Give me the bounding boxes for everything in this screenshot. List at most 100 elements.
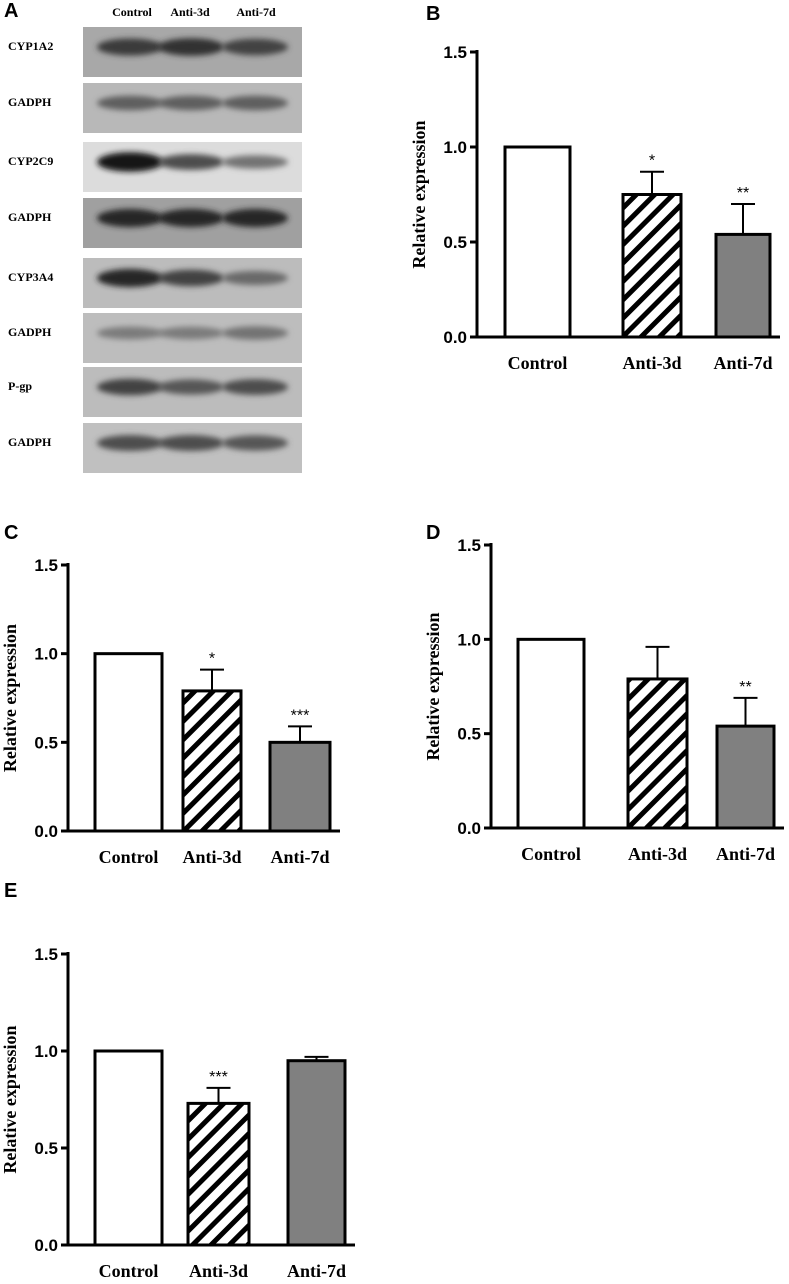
blot-row-label: CYP1A2 [8, 39, 53, 53]
significance-marker: ** [737, 185, 749, 202]
blot-row-label: GADPH [8, 435, 52, 449]
bar-anti-7d [714, 232, 772, 339]
blot-band [97, 95, 163, 111]
bar-anti-7d [286, 1059, 347, 1247]
blot-band [97, 268, 163, 288]
blot-band [97, 326, 163, 340]
blot-row-label: GADPH [8, 210, 52, 224]
y-tick-label: 1.0 [34, 645, 58, 664]
significance-marker: * [209, 651, 215, 668]
blot-band [158, 435, 224, 451]
blot-row: GADPH [8, 198, 302, 248]
blot-column-label: Anti-7d [236, 5, 276, 19]
x-tick-label: Anti-3d [189, 1261, 248, 1281]
x-tick-label: Control [99, 1261, 159, 1281]
blot-band [222, 208, 288, 228]
x-tick-label: Anti-7d [270, 847, 329, 867]
bar-anti-3d [181, 689, 243, 833]
x-tick-label: Control [508, 353, 568, 373]
blot-band [158, 379, 224, 395]
significance-marker: *** [209, 1069, 228, 1086]
bar-control [93, 652, 164, 833]
panel-letter-e: E [4, 880, 18, 902]
blot-row: GADPH [8, 83, 302, 133]
blot-row: CYP2C9 [8, 142, 302, 192]
x-tick-label: Anti-3d [622, 353, 681, 373]
y-tick-label: 0.5 [34, 1139, 58, 1158]
y-tick-label: 0.0 [457, 819, 481, 838]
x-tick-label: Control [521, 844, 581, 864]
blot-row-label: CYP3A4 [8, 270, 53, 284]
x-tick-label: Anti-7d [287, 1261, 346, 1281]
bar-control [93, 1049, 164, 1247]
blot-row-label: GADPH [8, 325, 52, 339]
blot-band [158, 38, 224, 56]
y-tick-label: 1.0 [457, 630, 481, 649]
blot-column-label: Anti-3d [170, 5, 210, 19]
significance-marker: *** [291, 707, 310, 724]
bar-chart-d: 0.0 0.5 1.0 1.5 Relative expression Control An… [423, 536, 784, 864]
blot-row: CYP3A4 [8, 258, 302, 308]
x-tick-label: Anti-3d [628, 844, 687, 864]
blot-band [222, 95, 288, 111]
blot-band [222, 155, 288, 169]
blot-band [97, 38, 163, 56]
y-axis-label: Relative expression [0, 1025, 20, 1173]
bar-anti-3d [621, 193, 683, 339]
panel-letter-b: B [426, 3, 441, 25]
x-tick-label: Anti-7d [713, 353, 772, 373]
bar-anti-7d [268, 740, 332, 833]
y-tick-label: 1.5 [34, 556, 58, 575]
x-tick-label: Anti-3d [182, 847, 241, 867]
blot-band [97, 152, 163, 172]
y-tick-label: 0.5 [457, 725, 481, 744]
panel-letter-c: C [4, 522, 19, 544]
bar-chart-b: 0.0 0.5 1.0 1.5 Relative expression Control * A… [409, 43, 780, 373]
panel-letter-d: D [426, 522, 441, 544]
blot-row: GADPH [8, 313, 302, 363]
bar-chart-c: 0.0 0.5 1.0 1.5 Relative expression Control * A… [0, 556, 340, 867]
y-axis-label: Relative expression [423, 612, 443, 760]
blot-band [97, 435, 163, 451]
blot-band [158, 326, 224, 340]
blot-band [97, 208, 163, 228]
blot-row: P-gp [8, 367, 302, 417]
y-tick-label: 0.0 [34, 1236, 58, 1255]
y-axis-label: Relative expression [409, 120, 429, 268]
bar-control [503, 145, 572, 339]
blot-band [97, 378, 163, 396]
panel-letter-a: A [4, 0, 19, 22]
blot-row-label: P-gp [8, 379, 32, 393]
blot-band [222, 271, 288, 285]
bar-anti-3d [626, 677, 689, 830]
blot-band [158, 269, 224, 287]
blot-band [158, 208, 224, 228]
blot-band [222, 326, 288, 340]
blot-band [158, 95, 224, 111]
blot-row: GADPH [8, 423, 302, 473]
blot-row-label: CYP2C9 [8, 154, 53, 168]
y-axis-label: Relative expression [0, 624, 20, 772]
bar-anti-3d [186, 1101, 251, 1247]
y-tick-label: 0.0 [443, 328, 467, 347]
y-tick-label: 1.0 [34, 1042, 58, 1061]
y-tick-label: 1.5 [443, 43, 467, 62]
y-tick-label: 1.0 [443, 138, 467, 157]
significance-marker: * [649, 153, 655, 170]
blot-row-label: GADPH [8, 95, 52, 109]
blot-row: CYP1A2 [8, 27, 302, 77]
blot-column-label: Control [112, 5, 152, 19]
y-tick-label: 1.5 [457, 536, 481, 555]
western-blot-panel: Control Anti-3d Anti-7d CYP1A2 GADPH CYP2C9 G… [8, 5, 302, 473]
blot-band [222, 38, 288, 56]
bar-control [516, 637, 586, 830]
blot-band [222, 435, 288, 451]
significance-marker: ** [739, 679, 751, 696]
bar-anti-7d [715, 724, 776, 830]
y-tick-label: 0.5 [443, 233, 467, 252]
x-tick-label: Anti-7d [716, 844, 775, 864]
blot-band [158, 154, 224, 170]
blot-band [222, 379, 288, 395]
y-tick-label: 0.0 [34, 822, 58, 841]
y-tick-label: 0.5 [34, 733, 58, 752]
